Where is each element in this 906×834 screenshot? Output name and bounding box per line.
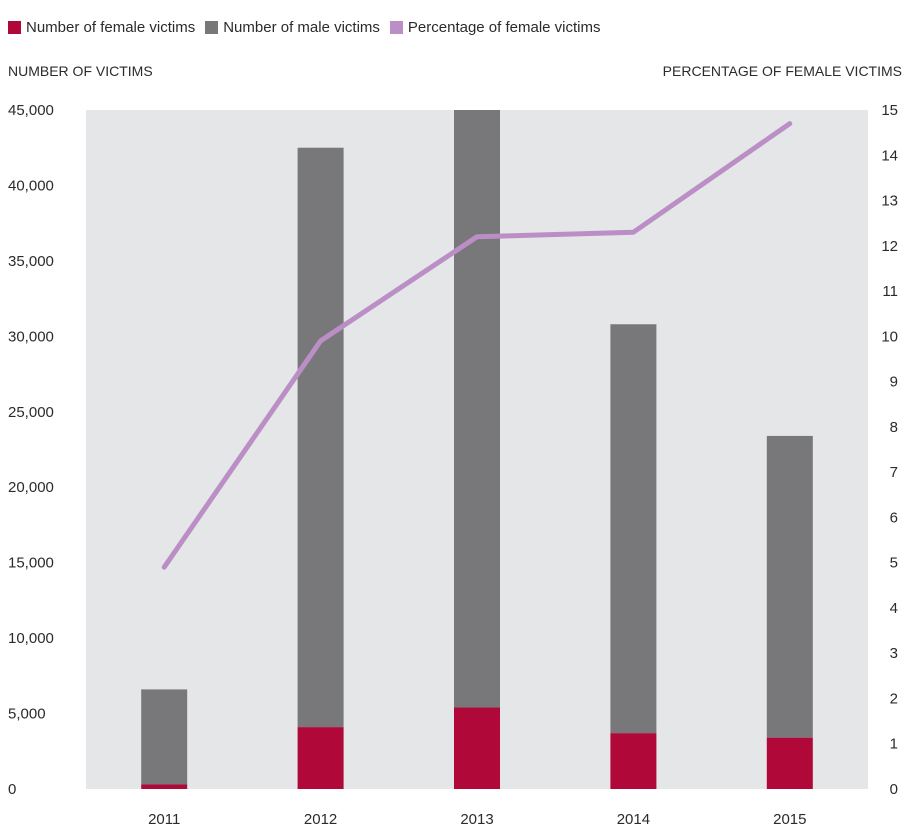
legend-item-female: Number of female victims — [8, 19, 195, 36]
legend-label-female: Number of female victims — [26, 18, 196, 36]
right-tick-label: 12 — [881, 238, 898, 255]
right-tick-label: 1 — [890, 736, 898, 753]
bars-group — [141, 110, 813, 789]
right-tick-label: 4 — [890, 600, 898, 617]
legend-label-percentage: Percentage of female victims — [407, 18, 601, 36]
right-axis-title: PERCENTAGE OF FEMALE VICTIMS — [662, 63, 902, 79]
left-tick-label: 20,000 — [8, 479, 54, 496]
x-tick-label: 2012 — [304, 811, 337, 828]
right-tick-label: 10 — [881, 328, 898, 345]
x-tick-label: 2011 — [148, 811, 180, 828]
right-tick-label: 8 — [890, 419, 898, 436]
x-tick-label: 2013 — [460, 811, 493, 828]
right-tick-label: 14 — [881, 147, 898, 164]
right-tick-label: 5 — [890, 555, 898, 572]
right-tick-label: 2 — [890, 690, 898, 707]
bar-female-2014 — [610, 733, 657, 789]
bar-male-2011 — [141, 689, 188, 785]
legend-item-percentage: Percentage of female victims — [389, 18, 601, 36]
percentage-line — [161, 121, 793, 570]
left-tick-label: 25,000 — [8, 404, 54, 421]
left-axis-ticks: 0 5,000 10,000 15,000 20,000 25,000 30,000 35,0… — [8, 102, 54, 798]
right-tick-label: 13 — [881, 193, 898, 210]
bar-male-2012 — [297, 147, 344, 728]
left-tick-label: 35,000 — [8, 253, 54, 270]
x-axis-ticks: 2011 2012 2013 2014 2015 — [148, 811, 806, 828]
left-tick-label: 40,000 — [8, 177, 54, 194]
left-axis-title: NUMBER OF VICTIMS — [8, 63, 153, 79]
legend-item-male: Number of male victims — [205, 19, 380, 36]
bar-female-2011 — [141, 784, 188, 789]
legend-swatch-male — [205, 20, 219, 34]
chart-legend: Number of female victims Number of male … — [8, 16, 611, 38]
left-tick-label: 30,000 — [8, 328, 54, 345]
right-tick-label: 9 — [890, 374, 898, 391]
x-tick-label: 2015 — [773, 811, 806, 828]
right-tick-label: 6 — [890, 509, 898, 526]
bar-male-2014 — [610, 324, 657, 734]
x-tick-label: 2014 — [617, 811, 650, 828]
left-tick-label: 45,000 — [8, 102, 54, 119]
bar-female-2013 — [454, 707, 500, 789]
right-tick-label: 3 — [890, 645, 898, 662]
right-tick-label: 7 — [890, 464, 898, 481]
legend-swatch-percentage — [389, 20, 403, 34]
bar-male-2015 — [766, 435, 813, 738]
bar-female-2012 — [297, 727, 344, 789]
left-tick-label: 15,000 — [8, 555, 54, 572]
bar-female-2015 — [766, 737, 813, 789]
right-tick-label: 0 — [890, 781, 898, 798]
left-tick-label: 0 — [8, 781, 16, 798]
legend-swatch-female — [8, 20, 21, 34]
left-tick-label: 5,000 — [8, 706, 46, 723]
bar-male-2013 — [454, 110, 500, 708]
left-tick-label: 10,000 — [8, 630, 54, 647]
legend-label-male: Number of male victims — [223, 18, 380, 36]
right-tick-label: 15 — [881, 102, 898, 119]
right-tick-label: 11 — [882, 283, 898, 300]
